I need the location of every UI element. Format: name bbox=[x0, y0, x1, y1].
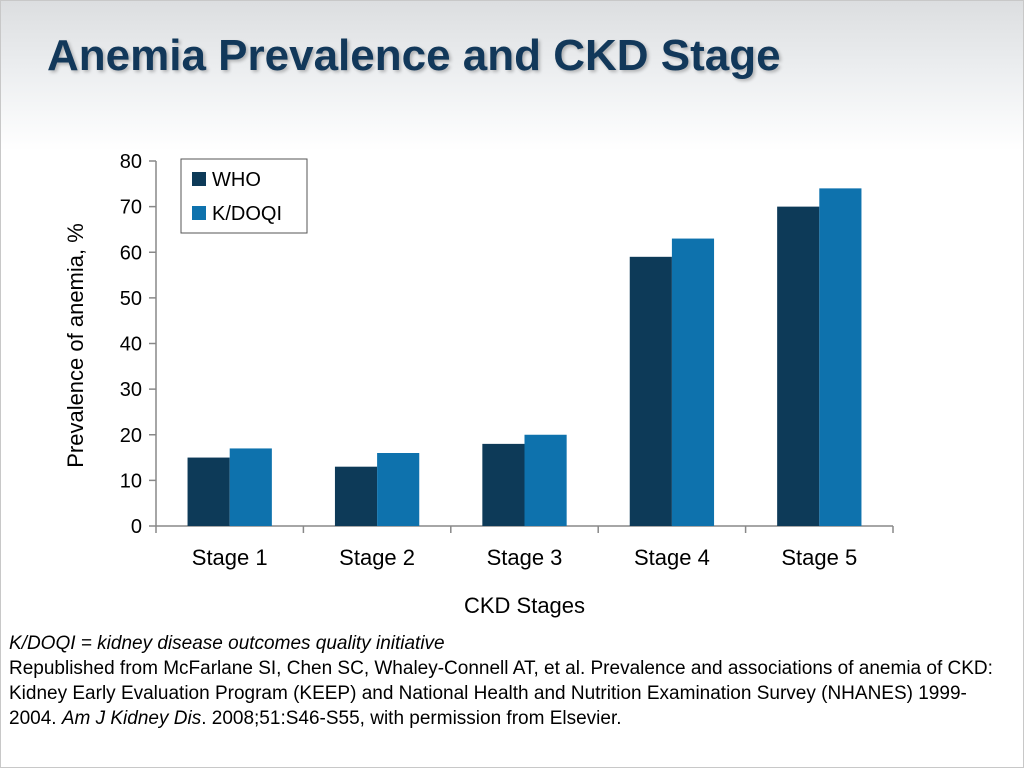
bar-kdoqi-stage-4 bbox=[671, 238, 715, 526]
legend-swatch-who bbox=[192, 172, 206, 186]
y-axis-label: Prevalence of anemia, % bbox=[63, 223, 88, 468]
bar-kdoqi-stage-1 bbox=[229, 448, 272, 526]
x-axis: Stage 1 Stage 2 Stage 3 Stage 4 Stage 5 bbox=[155, 525, 894, 570]
x-tick-label: Stage 3 bbox=[487, 545, 563, 570]
y-tick-label: 40 bbox=[120, 334, 142, 356]
y-tick-label: 0 bbox=[131, 516, 142, 538]
bar-who-stage-4 bbox=[629, 256, 672, 526]
bar-who-stage-3 bbox=[482, 443, 525, 526]
legend-box bbox=[180, 158, 308, 234]
bar-kdoqi-stage-5 bbox=[819, 188, 862, 526]
y-tick-label: 10 bbox=[120, 470, 142, 492]
bar-kdoqi-stage-3 bbox=[524, 434, 567, 526]
bars bbox=[187, 188, 862, 526]
x-tick-label: Stage 1 bbox=[192, 545, 268, 570]
x-axis-label: CKD Stages bbox=[464, 593, 585, 618]
x-tick-label: Stage 5 bbox=[781, 545, 857, 570]
legend: WHO K/DOQI bbox=[180, 158, 308, 234]
legend-label-kdoqi: K/DOQI bbox=[212, 203, 282, 225]
y-axis: 0 10 20 30 40 50 60 70 80 bbox=[120, 151, 157, 538]
bar-who-stage-2 bbox=[334, 466, 378, 526]
y-tick-label: 60 bbox=[120, 242, 142, 264]
abbreviation-note: K/DOQI = kidney disease outcomes quality… bbox=[9, 633, 445, 654]
citation: Republished from McFarlane SI, Chen SC, … bbox=[9, 656, 1009, 731]
y-tick-label: 50 bbox=[120, 288, 142, 310]
bar-who-stage-1 bbox=[187, 457, 230, 526]
y-tick-label: 70 bbox=[120, 197, 142, 219]
y-tick-label: 20 bbox=[120, 425, 142, 447]
citation-text-2: . 2008;51:S46-S55, with permission from … bbox=[201, 708, 622, 729]
y-tick-label: 30 bbox=[120, 379, 142, 401]
y-tick-label: 80 bbox=[120, 151, 142, 173]
citation-text-1: Republished from McFarlane SI, Chen SC, … bbox=[9, 658, 993, 729]
bar-who-stage-5 bbox=[777, 206, 820, 526]
legend-label-who: WHO bbox=[212, 169, 261, 191]
slide-title: Anemia Prevalence and CKD Stage bbox=[47, 31, 781, 80]
x-tick-label: Stage 2 bbox=[339, 545, 415, 570]
journal-name: Am J Kidney Dis bbox=[61, 708, 202, 729]
footnote: K/DOQI = kidney disease outcomes quality… bbox=[9, 631, 1009, 731]
x-tick-label: Stage 4 bbox=[634, 545, 710, 570]
bar-kdoqi-stage-2 bbox=[377, 453, 420, 526]
legend-swatch-kdoqi bbox=[192, 206, 206, 220]
